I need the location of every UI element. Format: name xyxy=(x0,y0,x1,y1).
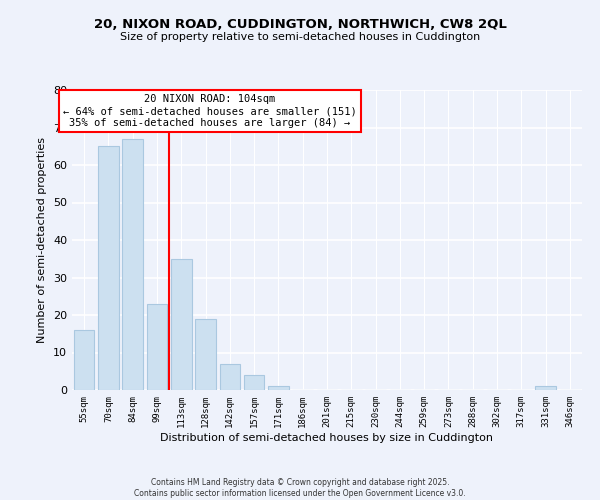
Bar xyxy=(122,138,143,390)
X-axis label: Distribution of semi-detached houses by size in Cuddington: Distribution of semi-detached houses by … xyxy=(161,432,493,442)
Bar xyxy=(535,386,556,390)
Text: Contains HM Land Registry data © Crown copyright and database right 2025.
Contai: Contains HM Land Registry data © Crown c… xyxy=(134,478,466,498)
Bar xyxy=(74,330,94,390)
Y-axis label: Number of semi-detached properties: Number of semi-detached properties xyxy=(37,137,47,343)
Text: Size of property relative to semi-detached houses in Cuddington: Size of property relative to semi-detach… xyxy=(120,32,480,42)
Bar xyxy=(244,375,265,390)
Bar xyxy=(98,146,119,390)
Text: 20 NIXON ROAD: 104sqm
← 64% of semi-detached houses are smaller (151)
35% of sem: 20 NIXON ROAD: 104sqm ← 64% of semi-deta… xyxy=(63,94,356,128)
Bar xyxy=(220,364,240,390)
Bar xyxy=(268,386,289,390)
Text: 20, NIXON ROAD, CUDDINGTON, NORTHWICH, CW8 2QL: 20, NIXON ROAD, CUDDINGTON, NORTHWICH, C… xyxy=(94,18,506,30)
Bar xyxy=(146,304,167,390)
Bar xyxy=(195,319,216,390)
Bar xyxy=(171,259,191,390)
